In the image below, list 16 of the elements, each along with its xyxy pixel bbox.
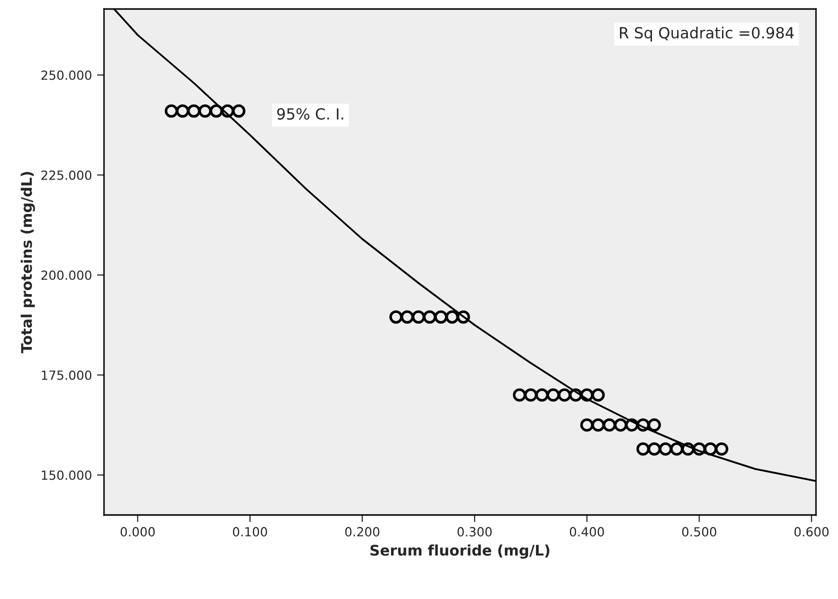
annotation: R Sq Quadratic =0.984 (620, 26, 794, 42)
y-tick-label: 175.000 (42, 370, 92, 380)
y-tick-label: 200.000 (41, 270, 92, 280)
y-axis-title: Total proteins (mg/dL) (20, 172, 35, 354)
x-tick-label: 0.400 (570, 527, 604, 536)
y-tick-label: 225.000 (41, 170, 92, 180)
x-tick-label: 0.600 (794, 527, 829, 536)
x-tick-label: 0.200 (345, 527, 380, 536)
x-tick-label: 0.300 (458, 527, 492, 536)
x-tick-label: 0.000 (120, 527, 155, 536)
y-tick-label: 250.000 (41, 70, 92, 80)
x-axis-title: Serum fluoride (mg/L) (370, 544, 550, 559)
x-tick-label: 0.500 (682, 527, 716, 536)
annotation: 95% C. I. (277, 108, 344, 120)
x-tick-label: 0.100 (232, 527, 268, 536)
y-tick-label: 150.000 (42, 470, 92, 480)
